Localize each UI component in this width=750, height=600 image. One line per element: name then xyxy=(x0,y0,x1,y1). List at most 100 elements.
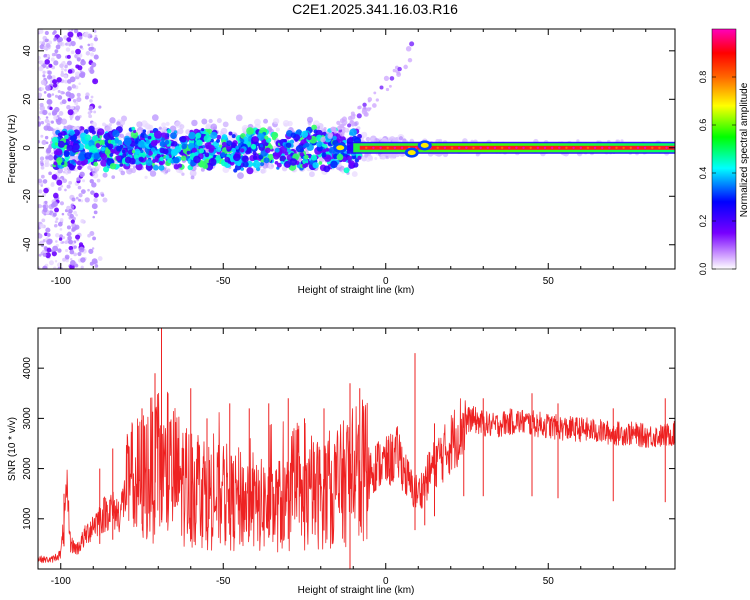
spectrogram-scatter-cell xyxy=(61,241,65,244)
spectrogram-scatter-cell xyxy=(78,193,83,198)
spectrogram-band-cell xyxy=(330,160,338,169)
spectrogram-scatter-cell xyxy=(64,188,67,192)
spectrogram-halo-cell xyxy=(158,126,162,130)
spectrogram-band-cell xyxy=(322,148,327,154)
spectrogram-band-cell xyxy=(158,164,165,171)
spectrogram-band-cell xyxy=(259,161,265,167)
spectrogram-scatter-cell xyxy=(59,63,64,69)
spectrogram-scatter-cell xyxy=(39,106,45,112)
spectrogram-scatter-cell xyxy=(61,99,67,105)
spectrogram-band-cell xyxy=(72,143,80,151)
spectrogram-band-cell xyxy=(151,158,157,164)
spectrogram-band-cell xyxy=(166,128,172,134)
spectrogram-scatter-cell xyxy=(58,111,64,116)
spectrogram-scatter-cell xyxy=(51,152,54,155)
spectrogram-line-dot xyxy=(400,146,404,149)
spectrogram-column-cell xyxy=(57,248,62,253)
spectrogram-scatter-cell xyxy=(98,105,102,109)
spectrogram-halo-cell xyxy=(374,157,378,161)
spectrogram-column-cell xyxy=(57,221,63,227)
spectrogram-band-cell xyxy=(224,156,231,163)
spectrogram-column-cell xyxy=(78,72,84,78)
spectrogram-panel: -100 -50 0 50 -40 -20 0 20 40 Height of straight… xyxy=(7,28,676,296)
spectrogram-band-cell xyxy=(71,160,75,164)
spectrogram-band-cell xyxy=(191,147,198,154)
spectrogram-arc-cell xyxy=(336,120,341,125)
spectrogram-band-cell xyxy=(216,138,220,143)
spectrogram-column-cell xyxy=(68,245,74,251)
spectrogram-scatter-cell xyxy=(71,29,74,32)
spectrogram-halo-cell xyxy=(60,118,68,125)
spectrogram-column-cell xyxy=(75,234,81,240)
spectrogram-arc-cell xyxy=(385,87,390,92)
spectrogram-y-label: Frequency (Hz) xyxy=(7,115,18,184)
spectrogram-scatter-cell xyxy=(55,217,59,221)
spectrogram-band-cell xyxy=(172,156,180,164)
spectrogram-scatter-cell xyxy=(73,245,77,249)
spectrogram-arc-cell xyxy=(389,76,395,81)
spectrogram-scatter-cell xyxy=(68,29,71,31)
spectrogram-line-dot xyxy=(558,146,561,149)
spectrogram-line-dot xyxy=(536,146,540,149)
spectrogram-line-dot xyxy=(415,146,418,149)
spectrogram-band-cell xyxy=(240,167,245,171)
spectrogram-halo-cell xyxy=(283,122,288,127)
spectrogram-band-cell xyxy=(69,130,75,136)
spectrogram-blob-core xyxy=(336,145,345,151)
spectrogram-line-dot xyxy=(372,146,375,149)
spectrogram-scatter-cell xyxy=(87,111,92,115)
spectrogram-scatter-cell xyxy=(71,84,76,89)
spectrogram-line-dot xyxy=(593,146,597,149)
spectrogram-x-tick-label: 50 xyxy=(543,276,555,287)
spectrogram-scatter-cell xyxy=(42,74,46,78)
spectrogram-line-dot xyxy=(629,146,632,149)
spectrogram-band-cell xyxy=(289,139,295,145)
spectrogram-scatter-cell xyxy=(40,87,45,91)
spectrogram-column-cell xyxy=(70,205,75,209)
spectrogram-column-cell xyxy=(56,119,62,125)
spectrogram-band-cell xyxy=(195,145,200,150)
spectrogram-band-cell xyxy=(131,126,136,131)
spectrogram-band-cell xyxy=(147,135,152,140)
spectrogram-band-cell xyxy=(133,129,137,134)
spectrogram-scatter-cell xyxy=(38,253,42,257)
spectrogram-line-dot xyxy=(465,146,468,149)
spectrogram-scatter-cell xyxy=(62,257,67,262)
spectrogram-line-dot xyxy=(543,146,547,149)
spectrogram-column-cell xyxy=(67,109,74,116)
spectrogram-scatter-cell xyxy=(93,29,97,33)
spectrogram-band-cell xyxy=(145,150,150,155)
spectrogram-column-cell xyxy=(89,68,95,74)
spectrogram-arc-cell xyxy=(362,102,367,107)
spectrogram-halo-cell xyxy=(119,119,126,126)
spectrogram-band-cell xyxy=(130,130,139,139)
spectrogram-scatter-cell xyxy=(67,231,72,237)
snr-panel: -100 -50 0 50 1000 2000 3000 4000 Height of str… xyxy=(7,327,676,596)
spectrogram-band-cell xyxy=(280,160,284,165)
spectrogram-band-cell xyxy=(68,164,75,171)
spectrogram-arc-cell xyxy=(367,97,373,102)
spectrogram-scatter-cell xyxy=(69,114,74,119)
spectrogram-band-cell xyxy=(158,161,164,166)
snr-y-tick-label: 3000 xyxy=(22,407,33,430)
spectrogram-band-cell xyxy=(138,151,146,159)
spectrogram-scatter-cell xyxy=(54,94,59,98)
spectrogram-scatter-cell xyxy=(54,220,58,224)
spectrogram-band-cell xyxy=(203,134,212,143)
spectrogram-band-cell xyxy=(93,161,98,167)
spectrogram-band-cell xyxy=(357,155,362,160)
spectrogram-scatter-cell xyxy=(62,236,66,240)
spectrogram-column-cell xyxy=(49,106,53,111)
spectrogram-scatter-cell xyxy=(85,51,91,56)
colorbar-scale xyxy=(711,28,737,270)
spectrogram-arc-cell xyxy=(407,57,413,63)
spectrogram-scatter-cell xyxy=(57,187,62,191)
spectrogram-scatter-cell xyxy=(44,200,48,205)
snr-series xyxy=(38,328,675,569)
spectrogram-line-dot xyxy=(651,146,654,149)
spectrogram-band-cell xyxy=(208,145,215,152)
spectrogram-band-cell xyxy=(316,141,323,148)
spectrogram-line-dot xyxy=(529,146,532,149)
spectrogram-band-cell xyxy=(311,124,317,131)
spectrogram-scatter-cell xyxy=(60,67,64,71)
